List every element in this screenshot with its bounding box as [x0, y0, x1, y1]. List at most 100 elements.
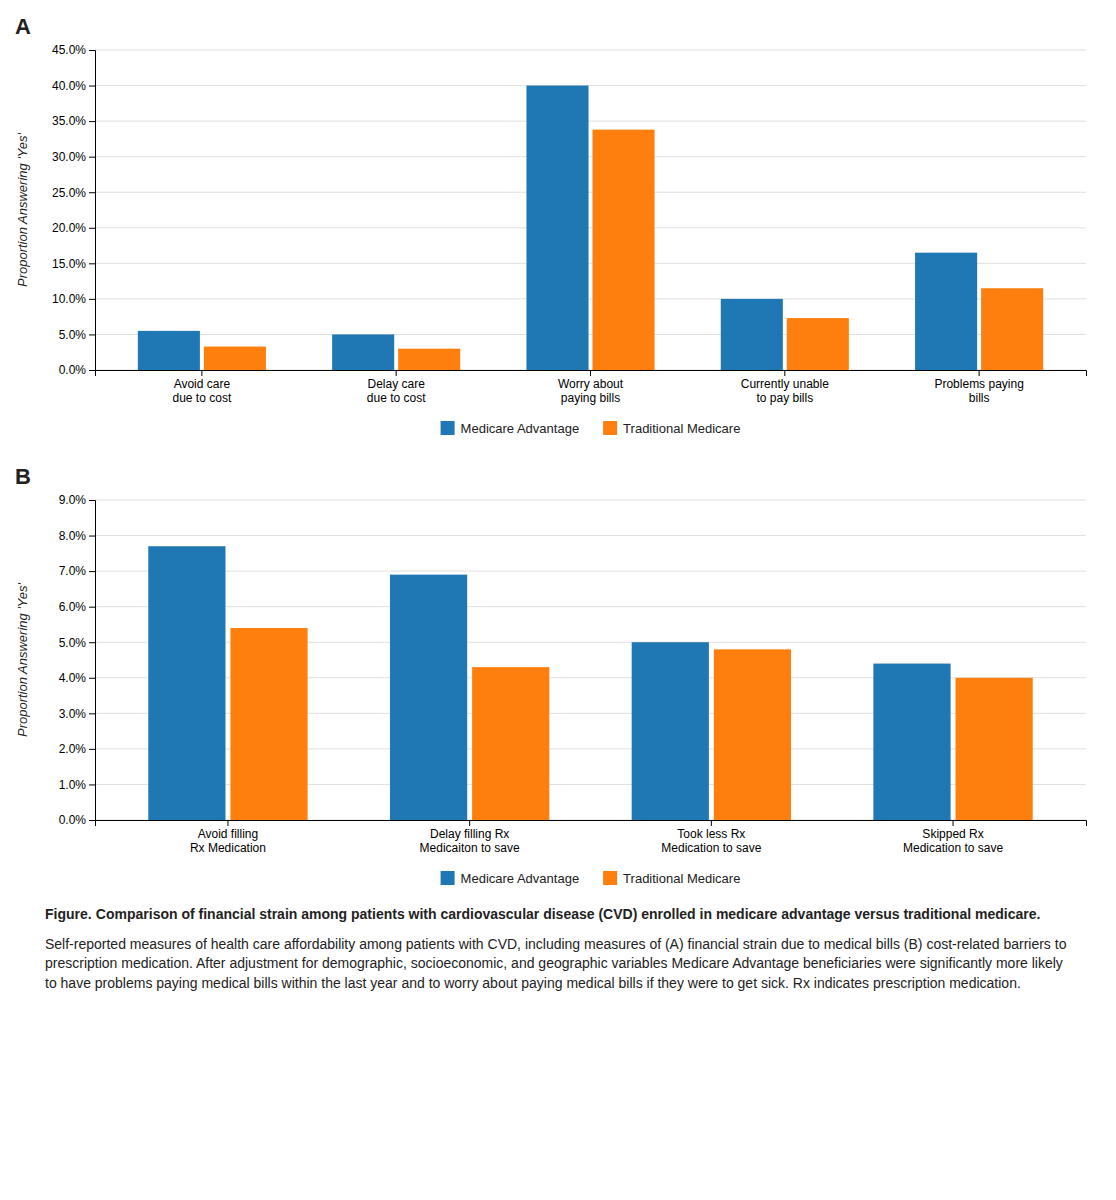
tick-label: 9.0%	[59, 493, 87, 507]
tick-label: 8.0%	[59, 529, 87, 543]
tick-mark	[89, 157, 95, 158]
bar	[592, 130, 654, 370]
bar	[230, 628, 307, 820]
tick-label-line: Problems paying	[934, 377, 1023, 391]
grid-line	[95, 227, 1086, 228]
bar	[472, 667, 549, 820]
tick-label-line: Delay filling Rx	[430, 827, 509, 841]
tick-label: Currently unableto pay bills	[741, 377, 829, 405]
tick-label: 25.0%	[52, 186, 86, 200]
caption-body: Self-reported measures of health care af…	[45, 935, 1075, 994]
y-axis-title: Proportion Answering 'Yes'	[15, 582, 30, 737]
tick-mark	[784, 370, 785, 376]
y-tick: 45.0%	[52, 43, 95, 57]
legend-item: Traditional Medicare	[603, 871, 740, 886]
tick-label-line: Skipped Rx	[922, 827, 983, 841]
tick-label-line: Rx Medication	[190, 841, 266, 855]
tick-mark	[89, 192, 95, 193]
tick-label-line: Delay care	[368, 377, 426, 391]
grid-line	[95, 500, 1086, 501]
plot-area	[138, 86, 1043, 370]
tick-label: 5.0%	[59, 328, 87, 342]
tick-label: 2.0%	[59, 742, 87, 756]
bar	[915, 253, 977, 370]
tick-label-line: due to cost	[173, 391, 232, 405]
tick-label: 7.0%	[59, 564, 87, 578]
tick-label: 1.0%	[59, 778, 87, 792]
tick-label: 0.0%	[59, 813, 87, 827]
y-tick: 4.0%	[59, 671, 95, 685]
tick-label: 0.0%	[59, 363, 87, 377]
tick-mark	[89, 607, 95, 608]
tick-label: 30.0%	[52, 150, 86, 164]
legend-label: Traditional Medicare	[623, 421, 740, 436]
tick-label: Worry aboutpaying bills	[558, 377, 624, 405]
caption: Figure.Comparison of financial strain am…	[45, 905, 1075, 993]
legend: Medicare AdvantageTraditional Medicare	[441, 421, 741, 436]
bar	[332, 334, 394, 370]
bar	[148, 546, 225, 820]
axis-line	[96, 371, 1087, 377]
legend-swatch	[603, 421, 617, 435]
bar-series	[230, 628, 1032, 820]
y-tick: 6.0%	[59, 600, 95, 614]
tick-label-line: Avoid filling	[198, 827, 258, 841]
x-tick: Delay caredue to cost	[367, 370, 426, 405]
tick-label: 35.0%	[52, 114, 86, 128]
tick-mark	[469, 820, 470, 826]
x-axis: Avoid caredue to costDelay caredue to co…	[96, 370, 1087, 405]
grid-line	[95, 85, 1086, 86]
tick-label-line: Currently unable	[741, 377, 829, 391]
axis-line	[89, 501, 96, 821]
panel-title: A	[15, 14, 31, 39]
y-tick: 9.0%	[59, 493, 95, 507]
bar	[721, 299, 783, 370]
tick-label: Delay filling RxMedicaiton to save	[420, 827, 520, 855]
y-tick: 1.0%	[59, 778, 95, 792]
plot-area	[148, 546, 1032, 820]
y-tick: 8.0%	[59, 529, 95, 543]
tick-label: 5.0%	[59, 636, 87, 650]
tick-label: Skipped RxMedication to save	[903, 827, 1003, 855]
tick-label-line: bills	[969, 391, 990, 405]
figure: 0.0%5.0%10.0%15.0%20.0%25.0%30.0%35.0%40…	[0, 0, 1116, 905]
x-axis: Avoid fillingRx Medication Delay filling …	[96, 820, 1087, 855]
tick-label: Avoid caredue to cost	[173, 377, 232, 405]
y-tick: 30.0%	[52, 150, 95, 164]
tick-mark	[89, 713, 95, 714]
legend-item: Traditional Medicare	[603, 421, 740, 436]
tick-mark	[89, 500, 95, 501]
grid-line	[95, 50, 1086, 51]
tick-mark	[89, 50, 95, 51]
y-tick: 2.0%	[59, 742, 95, 756]
bar	[398, 349, 460, 370]
tick-mark	[89, 678, 95, 679]
panel: 0.0%1.0%2.0%3.0%4.0%5.0%6.0%7.0%8.0%9.0%…	[15, 464, 1087, 886]
y-tick: 5.0%	[59, 636, 95, 650]
y-axis: 0.0%1.0%2.0%3.0%4.0%5.0%6.0%7.0%8.0%9.0%	[59, 493, 96, 827]
legend-item: Medicare Advantage	[441, 871, 580, 886]
tick-label: 10.0%	[52, 292, 86, 306]
tick-label-line: Medication to save	[661, 841, 761, 855]
y-tick: 25.0%	[52, 186, 95, 200]
tick-mark	[979, 370, 980, 376]
tick-label: 15.0%	[52, 257, 86, 271]
tick-mark	[89, 820, 95, 821]
bar	[873, 664, 950, 820]
tick-mark	[89, 334, 95, 335]
bar-series	[204, 130, 1043, 370]
y-tick: 0.0%	[59, 363, 95, 377]
chart-container: 0.0%5.0%10.0%15.0%20.0%25.0%30.0%35.0%40…	[0, 0, 1116, 905]
bar	[981, 288, 1043, 370]
tick-mark	[953, 820, 954, 826]
y-tick: 35.0%	[52, 114, 95, 128]
caption-title: Figure.Comparison of financial strain am…	[45, 905, 1075, 925]
legend-label: Traditional Medicare	[623, 871, 740, 886]
y-tick: 0.0%	[59, 813, 95, 827]
tick-mark	[201, 370, 202, 376]
bar-series	[138, 86, 977, 370]
legend-swatch	[441, 871, 455, 885]
bar	[632, 642, 709, 820]
tick-label: 6.0%	[59, 600, 87, 614]
bar	[390, 575, 467, 820]
